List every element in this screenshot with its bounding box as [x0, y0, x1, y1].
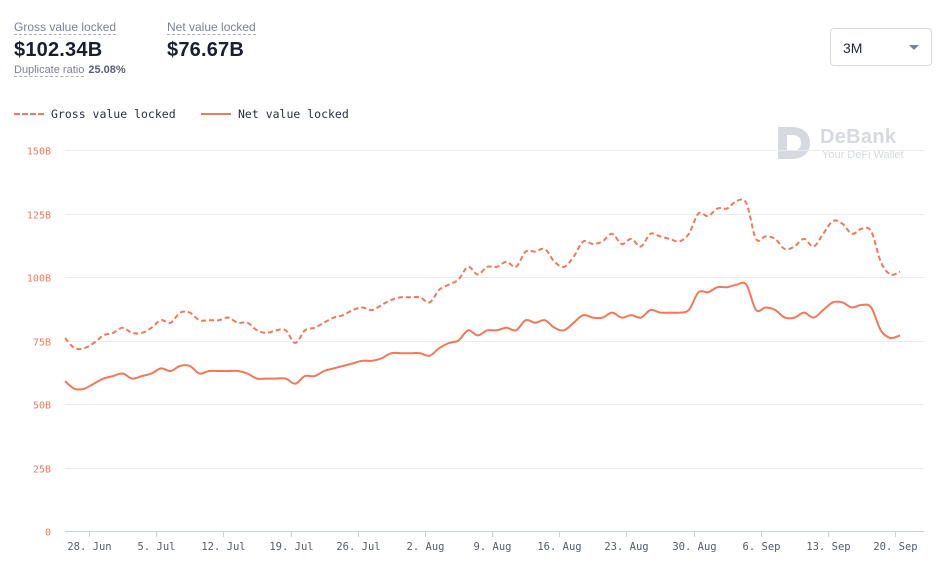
series-lines — [64, 198, 901, 391]
x-tick-label: 28. Jun — [67, 541, 111, 553]
watermark-tagline: Your DeFi Wallet — [822, 149, 904, 161]
time-range-selected: 3M — [843, 40, 863, 56]
solid-line-swatch — [201, 113, 231, 115]
y-tick-label: 125B — [27, 211, 51, 222]
y-tick-label: 0 — [45, 528, 51, 539]
x-tick-label: 13. Sep — [806, 541, 850, 553]
caret-down-icon — [909, 45, 919, 50]
x-tick-label: 6. Sep — [743, 541, 781, 553]
grid-lines — [65, 150, 924, 469]
x-tick-label: 23. Aug — [604, 541, 648, 553]
x-tick-label: 2. Aug — [407, 541, 445, 553]
legend-label-net: Net value locked — [238, 107, 349, 121]
x-tick-label: 16. Aug — [537, 541, 581, 553]
x-tick-label: 9. Aug — [474, 541, 512, 553]
x-tick-label: 12. Jul — [201, 541, 245, 553]
y-tick-label: 25B — [33, 465, 51, 476]
duplicate-ratio-label: Duplicate ratio — [14, 64, 85, 77]
net-value-amount: $76.67B — [167, 39, 245, 61]
gross-value-amount: $102.34B — [14, 39, 103, 61]
y-tick-label: 75B — [33, 338, 51, 349]
y-axis-ticks: 0 25B 50B 75B 100B 125B 150B — [27, 147, 51, 539]
net-value-stat: Net value locked $76.67B — [167, 18, 256, 62]
net-value-line — [64, 281, 901, 391]
y-tick-label: 100B — [27, 274, 51, 285]
gross-value-label: Gross value locked — [14, 20, 117, 35]
time-range-select[interactable]: 3M — [830, 28, 932, 66]
dashed-line-swatch — [14, 113, 44, 115]
y-tick-label: 150B — [27, 147, 51, 158]
x-tick-label: 30. Aug — [672, 541, 716, 553]
x-tick-label: 20. Sep — [873, 541, 917, 553]
watermark-name: DeBank — [820, 126, 897, 148]
x-tick-label: 19. Jul — [269, 541, 313, 553]
duplicate-ratio: Duplicate ratio 25.08% — [14, 64, 126, 77]
gross-value-stat: Gross value locked $102.34B — [14, 18, 117, 62]
x-axis: 28. Jun 5. Jul 12. Jul 19. Jul 26. Jul 2. Aug… — [65, 531, 924, 553]
x-tick-label: 5. Jul — [138, 541, 176, 553]
gross-value-line — [64, 198, 901, 351]
duplicate-ratio-value: 25.08% — [88, 64, 126, 76]
y-tick-label: 50B — [33, 401, 51, 412]
net-value-label: Net value locked — [167, 20, 256, 35]
legend-label-gross: Gross value locked — [51, 107, 176, 121]
x-tick-label: 26. Jul — [336, 541, 380, 553]
